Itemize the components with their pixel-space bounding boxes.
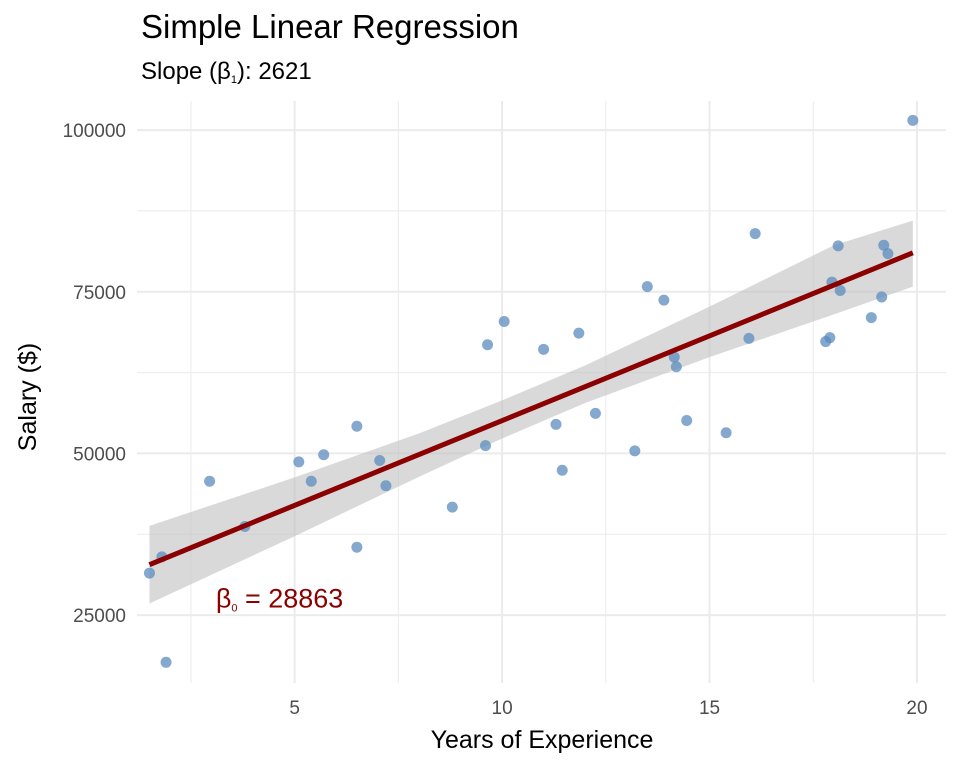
subtitle-prefix: Slope (β: [141, 58, 231, 85]
data-point: [446, 501, 458, 513]
chart-title: Simple Linear Regression: [141, 8, 519, 45]
data-point: [143, 567, 155, 579]
intercept-annotation: β0 = 28863: [216, 584, 344, 615]
data-point: [351, 541, 363, 553]
data-point: [658, 294, 670, 306]
data-point: [629, 445, 641, 457]
y-axis-title: Salary ($): [14, 343, 42, 451]
data-point: [834, 284, 846, 296]
data-point: [318, 449, 330, 461]
data-point: [380, 480, 392, 492]
data-point: [482, 339, 494, 351]
y-tick-label: 25000: [73, 606, 126, 627]
x-tick-label: 5: [289, 698, 300, 719]
data-point: [907, 114, 919, 126]
data-point: [498, 316, 510, 328]
regression-line-layer: [148, 250, 914, 568]
confidence-band: [149, 220, 913, 604]
data-point: [573, 327, 585, 339]
subtitle-subscript: 1: [230, 74, 237, 86]
data-point: [479, 440, 491, 452]
intercept-annotation-prefix: β: [216, 584, 232, 614]
tick-labels-layer: 5 10 15 20 25000 50000 75000 100000: [63, 121, 928, 719]
data-point: [550, 418, 562, 430]
data-point: [641, 281, 653, 293]
x-tick-label: 20: [906, 698, 927, 719]
x-tick-label: 15: [699, 698, 720, 719]
data-point: [293, 456, 305, 468]
data-point: [832, 240, 844, 252]
data-point: [882, 248, 894, 260]
data-point: [538, 343, 550, 355]
data-point: [305, 475, 317, 487]
data-point: [668, 351, 680, 363]
data-point: [374, 455, 386, 467]
confidence-band-layer: [149, 220, 913, 604]
data-point: [878, 239, 890, 251]
data-point: [865, 312, 877, 324]
data-point: [824, 332, 836, 344]
x-tick-label: 10: [492, 698, 513, 719]
data-point: [351, 420, 363, 432]
chart-subtitle: Slope (β1): 2621: [141, 58, 312, 86]
data-point: [160, 656, 172, 668]
regression-line: [148, 250, 914, 568]
data-point: [670, 361, 682, 373]
data-point: [749, 228, 761, 240]
y-tick-label: 50000: [73, 444, 126, 465]
points-layer: [143, 114, 919, 668]
subtitle-suffix: ): 2621: [236, 58, 312, 85]
data-point: [743, 332, 755, 344]
data-point: [720, 427, 732, 439]
data-point: [556, 464, 568, 476]
y-tick-label: 75000: [73, 283, 126, 304]
intercept-annotation-suffix: = 28863: [237, 584, 343, 614]
intercept-annotation-subscript: 0: [231, 603, 237, 615]
data-point: [681, 414, 693, 426]
data-point: [589, 407, 601, 419]
data-point: [204, 475, 216, 487]
x-axis-title: Years of Experience: [431, 726, 654, 754]
data-point: [876, 291, 888, 303]
y-tick-label: 100000: [63, 121, 126, 142]
